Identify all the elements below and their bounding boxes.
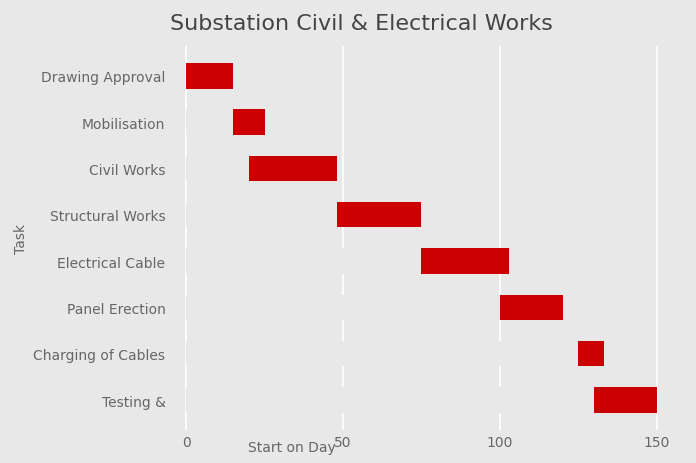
Bar — [186, 341, 578, 367]
Bar — [186, 156, 248, 182]
Bar — [337, 203, 422, 228]
Bar — [233, 110, 264, 136]
Bar — [500, 295, 563, 320]
Bar — [186, 203, 337, 228]
Bar — [186, 249, 422, 274]
Bar — [186, 295, 500, 320]
Bar — [594, 388, 657, 413]
Bar — [248, 156, 337, 182]
Bar — [422, 249, 509, 274]
Bar — [578, 341, 603, 367]
Bar — [186, 110, 233, 136]
Text: Substation Civil & Electrical Works: Substation Civil & Electrical Works — [171, 14, 553, 34]
Y-axis label: Task: Task — [14, 223, 28, 253]
Bar — [186, 64, 233, 89]
Bar — [186, 388, 594, 413]
Text: Start on Day: Start on Day — [248, 440, 336, 454]
